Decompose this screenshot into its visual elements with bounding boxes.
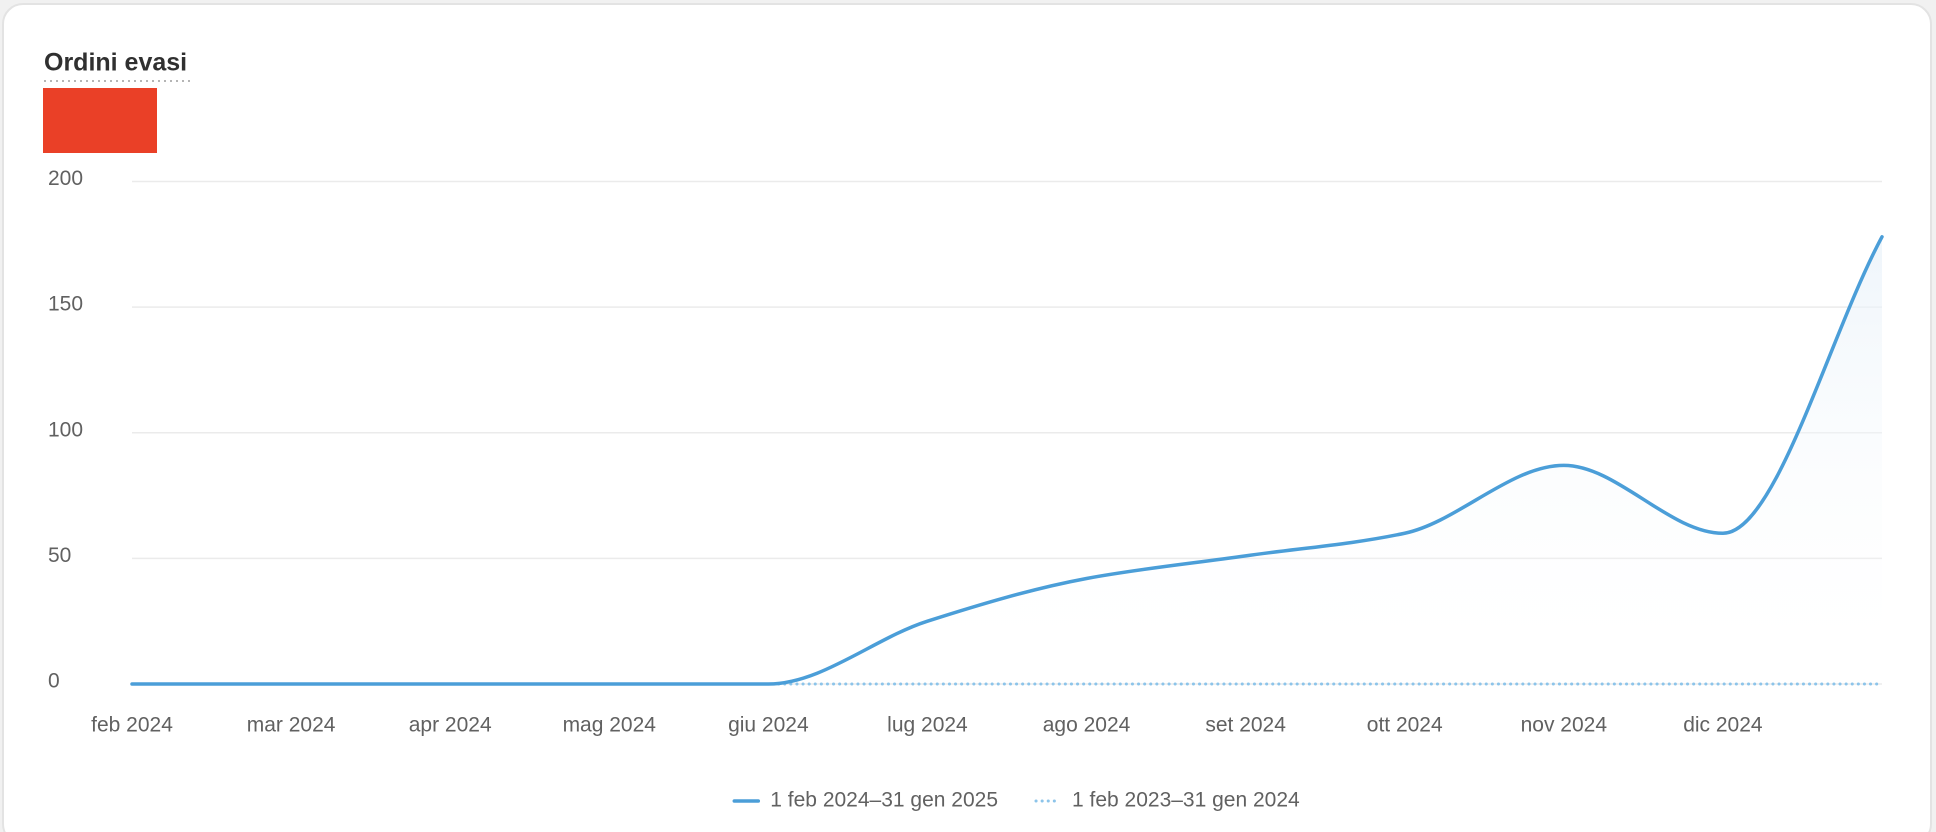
x-tick-label: apr 2024 [409, 714, 492, 737]
x-tick-label: mag 2024 [563, 714, 657, 737]
chart-title[interactable]: Ordini evasi [44, 49, 187, 77]
y-tick-label: 0 [48, 670, 60, 693]
x-tick-label: feb 2024 [91, 714, 173, 737]
x-tick-label: ott 2024 [1367, 714, 1443, 737]
x-tick-label: ago 2024 [1043, 714, 1131, 737]
legend-label: 1 feb 2024–31 gen 2025 [770, 789, 998, 812]
x-tick-label: mar 2024 [247, 714, 336, 737]
card [2, 3, 1932, 832]
x-tick-label: lug 2024 [887, 714, 968, 737]
legend-label: 1 feb 2023–31 gen 2024 [1072, 789, 1300, 812]
x-tick-label: dic 2024 [1683, 714, 1763, 737]
y-tick-label: 100 [48, 418, 83, 441]
y-tick-label: 50 [48, 544, 71, 567]
redaction [43, 88, 157, 153]
x-tick-label: nov 2024 [1521, 714, 1608, 737]
x-tick-label: set 2024 [1205, 714, 1286, 737]
y-tick-label: 200 [48, 167, 83, 190]
area [132, 236, 1882, 684]
series-line [130, 235, 1884, 686]
x-tick-label: giu 2024 [728, 714, 809, 737]
y-tick-label: 150 [48, 293, 83, 316]
